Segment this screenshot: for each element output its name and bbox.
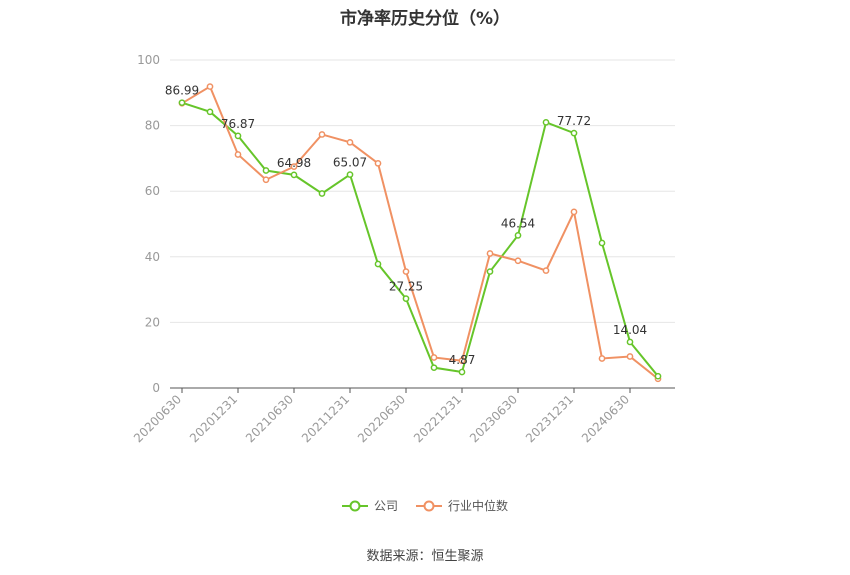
x-tick-label: 20200630 (131, 392, 184, 445)
series-lines (178, 83, 662, 383)
series-point-0 (374, 260, 382, 268)
legend-label-company: 公司 (373, 499, 398, 513)
series-point-1 (374, 159, 382, 167)
x-axis: 20200630 20201231 20210630 20211231 20220630… (131, 387, 675, 445)
data-labels: 86.99 76.87 64.98 65.07 27.25 4.87 46.54 77.72 1… (165, 84, 647, 367)
y-tick-label: 20 (145, 315, 160, 329)
x-tick-label: 20221231 (411, 392, 464, 445)
series-point-1 (402, 268, 410, 275)
series-point-0 (346, 171, 354, 178)
series-point-0 (206, 108, 214, 116)
series-point-0 (178, 99, 186, 107)
series-point-0 (626, 338, 634, 346)
series-point-0 (430, 364, 438, 372)
data-label: 76.87 (221, 117, 255, 131)
series-point-0 (458, 368, 466, 376)
legend: 公司 行业中位数 (0, 497, 850, 514)
x-tick-label: 20231231 (523, 392, 576, 445)
data-label: 27.25 (389, 280, 423, 294)
series-point-1 (206, 83, 214, 90)
series-point-0 (262, 167, 270, 174)
data-label: 77.72 (557, 114, 591, 128)
series-point-0 (570, 129, 578, 137)
series-point-0 (290, 171, 298, 179)
series-point-1 (598, 355, 606, 362)
series-point-0 (402, 295, 410, 302)
series-point-1 (234, 151, 242, 158)
series-point-1 (430, 354, 438, 361)
series-point-1 (626, 353, 634, 360)
series-point-0 (654, 372, 662, 380)
series-point-1 (570, 208, 578, 216)
legend-swatch-industry (416, 500, 442, 511)
series-point-0 (598, 239, 606, 247)
series-point-0 (542, 118, 550, 126)
series-point-1 (514, 257, 522, 265)
x-tick-label: 20201231 (187, 392, 240, 445)
series-point-0 (486, 268, 494, 275)
series-point-1 (346, 138, 354, 146)
y-tick-label: 60 (145, 184, 160, 198)
y-axis-ticks: 0 20 40 60 80 100 (137, 53, 160, 395)
x-tick-label: 20211231 (299, 392, 352, 445)
legend-label-industry: 行业中位数 (448, 499, 509, 513)
data-source: 数据来源：恒生聚源 (366, 549, 484, 564)
series-line-0 (181, 101, 659, 377)
data-label: 64.98 (277, 156, 311, 170)
series-point-1 (318, 131, 326, 138)
series-point-0 (514, 231, 522, 239)
x-tick-label: 20230630 (467, 392, 520, 445)
series-point-1 (542, 267, 550, 274)
series-line-1 (181, 85, 659, 380)
y-tick-label: 40 (145, 250, 160, 264)
series-point-1 (290, 163, 298, 170)
series-point-0 (318, 190, 326, 197)
series-point-1 (458, 357, 466, 365)
data-label: 46.54 (501, 216, 535, 230)
chart-title: 市净率历史分位（%） (339, 9, 511, 29)
x-tick-label: 20240630 (579, 392, 632, 445)
data-label: 65.07 (333, 156, 367, 170)
legend-item-industry[interactable]: 行业中位数 (416, 497, 508, 514)
data-label: 14.04 (613, 323, 647, 337)
x-tick-label: 20220630 (355, 392, 408, 445)
series-point-1 (262, 176, 270, 184)
legend-item-company[interactable]: 公司 (341, 497, 398, 514)
data-label: 4.87 (449, 353, 476, 367)
y-tick-label: 100 (137, 53, 160, 67)
y-tick-label: 80 (145, 119, 160, 133)
series-point-0 (234, 132, 242, 140)
y-tick-label: 0 (152, 381, 160, 395)
data-label: 86.99 (165, 84, 199, 98)
series-point-1 (486, 250, 494, 257)
x-tick-label: 20210630 (243, 392, 296, 445)
legend-swatch-company (341, 500, 368, 511)
